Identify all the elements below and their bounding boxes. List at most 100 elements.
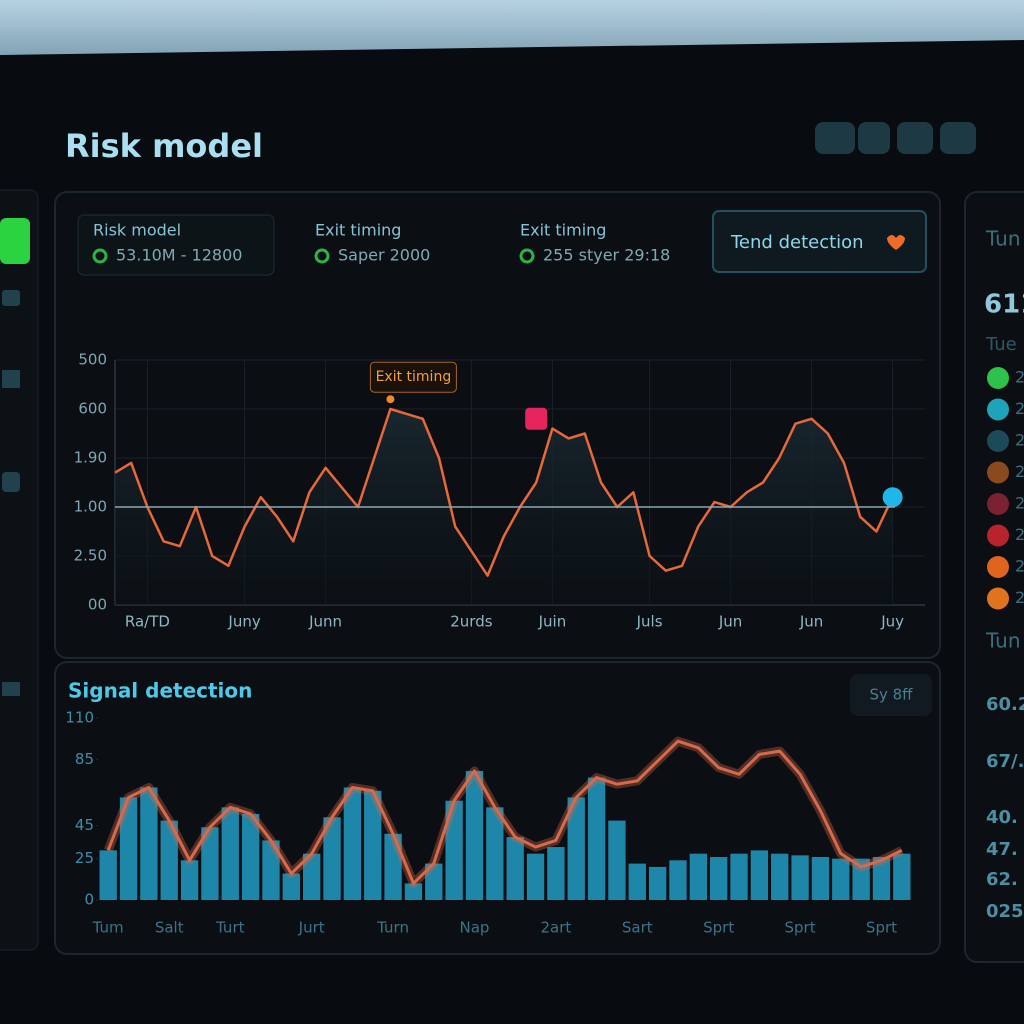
x-tick-label: Sprt	[785, 919, 816, 937]
x-tick-label: Tum	[92, 919, 124, 937]
bar	[364, 790, 382, 900]
side-big: 611	[984, 290, 1024, 320]
status-dot	[519, 248, 535, 264]
legend-label: 2	[1015, 557, 1024, 576]
side-heading: Tun	[985, 227, 1021, 251]
annotation-text: Exit timing	[376, 369, 452, 385]
page-title: Risk model	[65, 127, 263, 165]
y-tick-label: 1.00	[74, 498, 107, 516]
x-tick-label: Junn	[308, 613, 342, 631]
bar	[608, 820, 626, 900]
bar	[425, 863, 443, 900]
bar	[160, 820, 178, 900]
bar	[282, 873, 300, 900]
end-point	[882, 487, 903, 508]
y-tick-label: 1.90	[74, 449, 107, 467]
x-tick-label: Juny	[227, 613, 260, 631]
x-tick-label: Turt	[215, 919, 245, 937]
trend-button-label: Tend detection	[730, 232, 864, 253]
side-number: 47.	[986, 839, 1018, 860]
annotation-box	[369, 361, 457, 393]
legend-label: 2	[1015, 431, 1024, 450]
bar	[303, 853, 321, 900]
y-tick-label: 00	[88, 596, 107, 614]
legend-dot	[987, 524, 1009, 547]
x-tick-label: Jun	[799, 613, 823, 631]
active-nav[interactable]	[0, 218, 30, 264]
legend-dot	[987, 430, 1009, 452]
y-tick-label: 85	[75, 750, 94, 768]
phone-icon[interactable]	[815, 122, 855, 154]
bar	[99, 850, 117, 900]
copy-icon[interactable]	[897, 122, 933, 154]
legend-label: 2	[1015, 399, 1024, 418]
legend-dot	[987, 493, 1009, 515]
bar	[119, 797, 138, 900]
heart-icon	[887, 235, 905, 250]
nav-item[interactable]	[2, 370, 20, 388]
bar	[180, 860, 199, 900]
bar	[791, 855, 809, 900]
y-tick-label: 2.50	[74, 547, 107, 565]
legend-label: 2	[1015, 494, 1024, 513]
bar	[262, 840, 280, 900]
x-tick-label: Juy	[880, 613, 904, 631]
trend-line	[106, 739, 903, 885]
side-sub: Tue	[985, 334, 1017, 355]
bar	[445, 800, 463, 900]
bar	[526, 853, 545, 900]
bar	[547, 847, 565, 900]
bar	[872, 856, 891, 900]
bar	[893, 853, 911, 900]
bar	[587, 777, 606, 900]
x-tick-label: Turn	[376, 919, 409, 937]
card-label: Exit timing	[520, 221, 606, 240]
bar	[689, 853, 707, 900]
bar	[201, 827, 219, 900]
bar	[710, 856, 728, 900]
bar	[567, 797, 585, 900]
card-value: 255 styer 29:18	[543, 246, 670, 265]
bar	[628, 863, 646, 900]
bar	[771, 853, 789, 900]
side-number: 62.	[986, 869, 1018, 890]
x-tick-label: Jun	[718, 613, 742, 631]
chart-title: Signal detection	[68, 679, 252, 703]
bar	[811, 856, 830, 900]
bar	[486, 807, 504, 900]
bar	[730, 853, 748, 900]
bar	[404, 883, 423, 900]
trend-button[interactable]	[712, 210, 927, 273]
x-tick-label: Nap	[460, 919, 490, 937]
badge-text: Sy 8ff	[869, 686, 913, 704]
nav-item[interactable]	[2, 682, 20, 696]
x-tick-label: Sart	[622, 919, 653, 937]
bar	[384, 833, 402, 900]
legend-label: 2	[1015, 525, 1024, 544]
legend-label: 2	[1015, 462, 1024, 481]
badge	[850, 674, 932, 716]
bar	[669, 860, 687, 900]
legend-dot	[987, 587, 1009, 610]
x-tick-label: Sprt	[866, 919, 897, 937]
legend-label: 2	[1015, 368, 1024, 387]
side-heading: Tun	[985, 629, 1021, 653]
toolbar	[815, 122, 976, 154]
legend-dot	[987, 398, 1009, 421]
x-tick-label: Juin	[538, 613, 567, 631]
nav-item[interactable]	[2, 290, 20, 306]
card	[77, 214, 275, 276]
bar	[506, 837, 524, 900]
y-tick-label: 500	[78, 351, 107, 369]
user-icon[interactable]	[858, 122, 890, 154]
minimize-icon[interactable]	[940, 122, 976, 154]
area	[115, 409, 893, 605]
card-value: Saper 2000	[338, 246, 430, 265]
card-label: Exit timing	[315, 221, 401, 240]
x-tick-label: Jurt	[298, 919, 325, 937]
x-tick-label: Sprt	[703, 919, 734, 937]
side-number: 40.	[986, 807, 1018, 828]
nav-item[interactable]	[2, 472, 20, 492]
marker	[525, 407, 548, 430]
legend-dot	[987, 367, 1009, 389]
